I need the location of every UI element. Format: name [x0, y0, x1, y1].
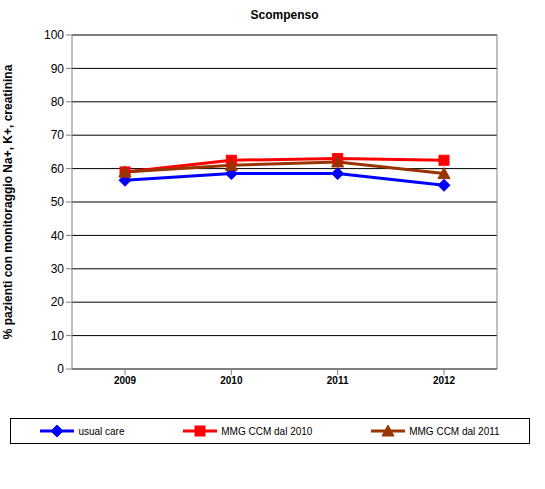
svg-text:2010: 2010 [220, 375, 243, 386]
svg-text:0: 0 [57, 362, 64, 376]
svg-text:2009: 2009 [114, 375, 137, 386]
svg-text:50: 50 [51, 195, 65, 209]
html-text:MMG CCM dal 2010: MMG CCM dal 2010 [221, 425, 313, 437]
svg-text:40: 40 [51, 229, 65, 243]
svg-text:30: 30 [51, 262, 65, 276]
svg-text:20: 20 [51, 295, 65, 309]
svg-text:10: 10 [51, 329, 65, 343]
svg-text:2011: 2011 [327, 375, 349, 386]
svg-text:2012: 2012 [433, 375, 456, 386]
svg-text:80: 80 [51, 95, 65, 109]
svg-text:90: 90 [51, 62, 65, 76]
svg-text:60: 60 [51, 162, 65, 176]
html-text:usual care: usual care [78, 425, 125, 437]
svg-text:70: 70 [51, 128, 65, 142]
html-text:Scompenso: Scompenso [250, 8, 319, 22]
svg-text:100: 100 [44, 28, 64, 42]
svg-text:% pazienti con monitoraggio Na: % pazienti con monitoraggio Na+, K+, cre… [8, 64, 15, 339]
html-text:MMG CCM dal 2011: MMG CCM dal 2011 [409, 425, 500, 437]
